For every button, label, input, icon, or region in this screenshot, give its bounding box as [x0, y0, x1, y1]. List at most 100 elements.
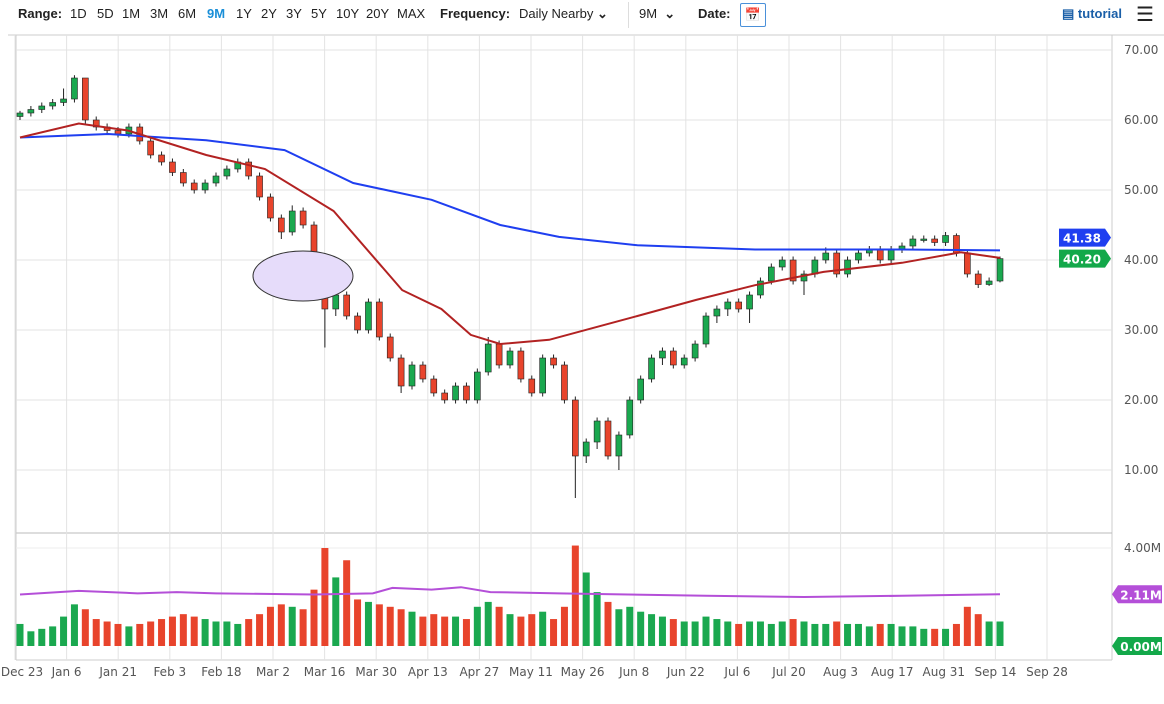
- candle: [16, 110, 24, 120]
- volume-bar: [201, 619, 209, 646]
- range-1m[interactable]: 1M: [122, 6, 141, 21]
- volume-average-label-bg: [1112, 585, 1162, 604]
- volume-bar: [963, 606, 971, 646]
- range-3y[interactable]: 3Y: [286, 6, 302, 21]
- candle: [60, 88, 67, 106]
- candle-body: [506, 350, 514, 366]
- candle-body: [931, 238, 938, 243]
- x-tick-label: Apr 27: [459, 665, 499, 679]
- calendar-icon[interactable]: 📅: [740, 3, 766, 27]
- candle: [190, 179, 198, 194]
- candle: [397, 354, 405, 393]
- x-tick-label: Feb 3: [153, 665, 186, 679]
- hamburger-menu-icon[interactable]: ☰: [1136, 4, 1154, 26]
- volume-last-label-text: 0.00M: [1120, 640, 1162, 654]
- candle-body: [386, 336, 394, 359]
- volume-bar: [615, 609, 623, 646]
- period-dropdown[interactable]: 9M ⌄: [639, 6, 675, 22]
- volume-bar: [658, 616, 666, 646]
- candle: [38, 102, 46, 113]
- candle: [691, 340, 699, 362]
- volume-bar: [92, 619, 100, 646]
- volume-bar: [397, 609, 405, 646]
- volume-bar: [571, 545, 579, 646]
- frequency-dropdown[interactable]: Daily Nearby ⌄: [519, 6, 608, 22]
- chevron-down-icon: ⌄: [664, 6, 676, 21]
- volume-bar: [103, 621, 111, 646]
- volume-bar: [898, 626, 906, 646]
- range-2y[interactable]: 2Y: [261, 6, 277, 21]
- range-1d[interactable]: 1D: [70, 6, 87, 21]
- candle: [212, 172, 220, 187]
- volume-bar: [60, 616, 68, 646]
- range-5d[interactable]: 5D: [97, 6, 114, 21]
- candle-body: [582, 441, 590, 457]
- tutorial-link[interactable]: ▤ tutorial: [1062, 6, 1122, 22]
- candle-body: [615, 434, 623, 457]
- volume-bar: [506, 614, 514, 646]
- volume-bar: [38, 628, 46, 646]
- candle-body: [365, 301, 372, 331]
- volume-bar: [212, 621, 220, 646]
- candle: [528, 375, 536, 397]
- x-tick-label: Jun 22: [666, 665, 705, 679]
- volume-bar: [125, 626, 133, 646]
- candle: [441, 389, 448, 404]
- volume-bar: [887, 623, 895, 646]
- range-3m[interactable]: 3M: [150, 6, 169, 21]
- candle-body: [550, 357, 557, 366]
- candle: [768, 263, 775, 285]
- candle: [256, 172, 263, 201]
- candle-body: [147, 140, 154, 156]
- candle: [746, 291, 753, 323]
- candle-body: [909, 238, 917, 247]
- volume-bar: [854, 623, 862, 646]
- x-tick-label: Aug 31: [923, 665, 966, 679]
- candle: [898, 242, 906, 253]
- candle: [49, 99, 56, 110]
- candle-body: [212, 175, 220, 184]
- range-20y[interactable]: 20Y: [366, 6, 390, 21]
- range-5y[interactable]: 5Y: [311, 6, 327, 21]
- candle: [626, 396, 634, 439]
- volume-bar: [713, 619, 721, 646]
- range-1y[interactable]: 1Y: [236, 6, 252, 21]
- candle: [931, 235, 938, 246]
- candle: [92, 116, 100, 131]
- range-max[interactable]: MAX: [397, 6, 426, 21]
- ma200-line: [19, 132, 1001, 252]
- volume-bar: [637, 611, 645, 646]
- volume-bar: [179, 614, 187, 646]
- volume-bar: [321, 548, 329, 646]
- volume-bar: [310, 589, 318, 646]
- volume-bar: [702, 616, 710, 646]
- range-10y[interactable]: 10Y: [336, 6, 360, 21]
- date-label: Date:: [698, 6, 731, 21]
- candle-body: [593, 420, 601, 443]
- tutorial-label: tutorial: [1077, 6, 1122, 21]
- volume-bar: [288, 606, 296, 646]
- candle: [833, 249, 840, 278]
- volume-average-line: [19, 586, 1001, 599]
- candle-body: [876, 249, 884, 261]
- candle-body: [430, 378, 438, 394]
- candle: [354, 312, 361, 334]
- candle: [604, 417, 612, 460]
- x-tick-label: Jun 8: [618, 665, 649, 679]
- range-6m[interactable]: 6M: [178, 6, 197, 21]
- volume-bar: [593, 592, 601, 646]
- candle: [702, 312, 710, 348]
- film-icon: ▤: [1062, 6, 1075, 21]
- volume-bar: [473, 606, 481, 646]
- candle: [593, 417, 601, 449]
- range-9m[interactable]: 9M: [207, 6, 226, 21]
- candle: [299, 207, 307, 229]
- volume-average-label-text: 2.11M: [1120, 588, 1162, 602]
- x-tick-label: Jul 20: [771, 665, 806, 679]
- candle: [855, 249, 862, 264]
- candle: [757, 277, 764, 299]
- candle-body: [397, 357, 405, 387]
- candle-body: [299, 210, 307, 226]
- candle-body: [267, 196, 274, 219]
